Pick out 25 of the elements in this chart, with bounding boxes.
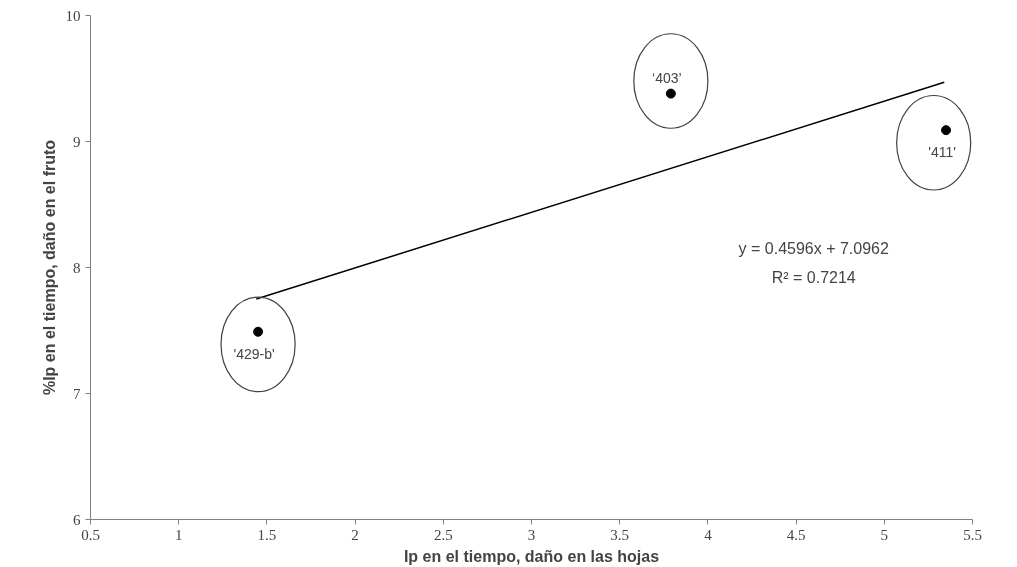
y-tick-label: 7	[73, 385, 81, 402]
x-tick-label: 5.5	[963, 526, 982, 543]
annotation: '411'	[928, 144, 956, 161]
annotation: y = 0.4596x + 7.0962 R² = 0.7214	[738, 240, 890, 287]
y-axis-title: %Ip en el tiempo, daño en el fruto	[40, 139, 58, 396]
x-tick-label: 5	[880, 526, 889, 543]
x-axis-title: Ip en el tiempo, daño en las hojas	[403, 547, 660, 565]
x-tick-label: 3	[527, 526, 536, 543]
y-tick-label: 10	[65, 7, 81, 24]
x-tick-label: 4	[704, 526, 713, 543]
x-tick-label: 2	[351, 526, 359, 543]
point	[941, 125, 952, 136]
x-tick-label: 1.5	[257, 526, 277, 543]
y-tick-label: 9	[73, 133, 81, 150]
y-tick-label: 8	[73, 259, 81, 276]
x-tick-label: 2.5	[433, 526, 453, 543]
x-tick-label: 4.5	[786, 526, 806, 543]
point	[253, 326, 264, 337]
x-tick-label: 0.5	[81, 526, 100, 543]
x-tick-label: 3.5	[610, 526, 630, 543]
x-tick-label: 1	[174, 526, 183, 543]
annotation: '429-b'	[233, 345, 275, 362]
point	[665, 88, 676, 99]
y-tick-label: 6	[73, 511, 81, 528]
annotation: ‘403’	[652, 69, 682, 86]
